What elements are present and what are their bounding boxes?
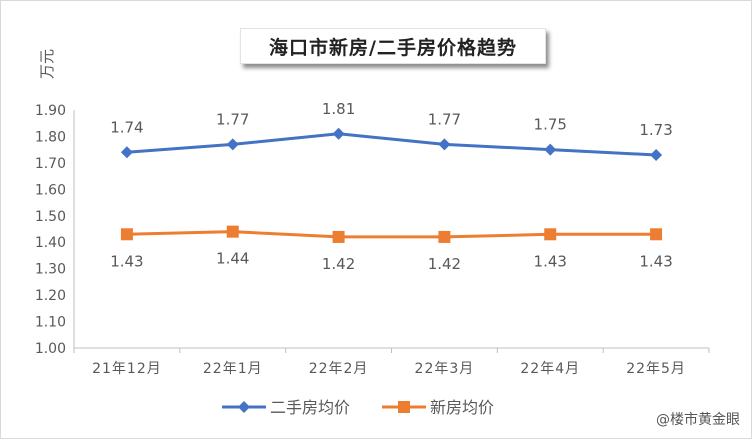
- legend-label: 二手房均价: [270, 398, 350, 417]
- data-label: 1.77: [216, 110, 249, 128]
- data-point-marker: [120, 146, 133, 159]
- data-point-marker: [544, 228, 557, 241]
- y-tick-label: 1.30: [35, 262, 66, 278]
- legend: 二手房均价 新房均价: [222, 398, 494, 417]
- series-line: [125, 230, 658, 239]
- x-tick-label: 21年12月: [92, 361, 162, 377]
- data-label: 1.43: [110, 252, 143, 270]
- legend-label: 新房均价: [430, 398, 494, 417]
- x-tick-label: 22年5月: [626, 361, 686, 377]
- y-axis-unit-label: 万元: [38, 49, 56, 79]
- x-tick-labels: 21年12月 22年1月 22年2月 22年3月 22年4月 22年5月: [92, 361, 686, 377]
- x-tick-label: 22年4月: [520, 361, 580, 377]
- legend-item-2: 新房均价: [382, 398, 494, 417]
- y-tick-labels: 1.00 1.10 1.20 1.30 1.40 1.50 1.60 1.70 1.80 1.90: [35, 103, 66, 357]
- y-tick-label: 1.70: [35, 156, 66, 172]
- data-label: 1.42: [428, 255, 461, 273]
- data-label: 1.81: [322, 100, 355, 118]
- data-point-marker: [332, 230, 345, 243]
- data-label: 1.75: [534, 116, 567, 134]
- data-label: 1.42: [322, 255, 355, 273]
- y-tick-label: 1.50: [35, 209, 66, 225]
- y-tick-label: 1.80: [35, 129, 66, 145]
- series-2: 1.43 1.44 1.42 1.42 1.43 1.43: [110, 225, 673, 273]
- series-layer: 1.74 1.77 1.81 1.77 1.75 1.73 1.43 1.44 1.42 1.42…: [110, 100, 673, 273]
- y-tick-label: 1.40: [35, 235, 66, 251]
- axes: [73, 110, 710, 353]
- y-tick-label: 1.00: [35, 341, 66, 357]
- data-label: 1.74: [110, 118, 143, 136]
- data-label: 1.43: [534, 252, 567, 270]
- data-label: 1.43: [639, 252, 672, 270]
- data-point-marker: [650, 228, 663, 241]
- series-1: 1.74 1.77 1.81 1.77 1.75 1.73: [110, 100, 673, 161]
- legend-marker: [238, 401, 250, 413]
- data-point-marker: [226, 138, 239, 151]
- data-point-marker: [226, 225, 239, 238]
- x-tick-label: 22年3月: [415, 361, 475, 377]
- data-point-marker: [120, 228, 133, 241]
- legend-marker: [398, 401, 410, 413]
- data-label: 1.73: [639, 121, 672, 139]
- watermark: @楼市黄金眼: [656, 412, 740, 428]
- data-point-marker: [544, 143, 557, 156]
- x-tick-label: 22年1月: [203, 361, 263, 377]
- y-tick-label: 1.90: [35, 103, 66, 119]
- x-tick-label: 22年2月: [309, 361, 369, 377]
- legend-item-1: 二手房均价: [222, 398, 350, 417]
- y-tick-label: 1.60: [35, 182, 66, 198]
- y-tick-label: 1.10: [35, 315, 66, 331]
- data-label: 1.77: [428, 110, 461, 128]
- series-line: [125, 132, 658, 157]
- y-tick-label: 1.20: [35, 288, 66, 304]
- data-point-marker: [650, 148, 663, 161]
- data-point-marker: [438, 138, 451, 151]
- data-point-marker: [332, 127, 345, 140]
- chart-title: 海口市新房/二手房价格趋势: [240, 28, 546, 64]
- data-label: 1.44: [216, 250, 249, 268]
- data-point-marker: [438, 230, 451, 243]
